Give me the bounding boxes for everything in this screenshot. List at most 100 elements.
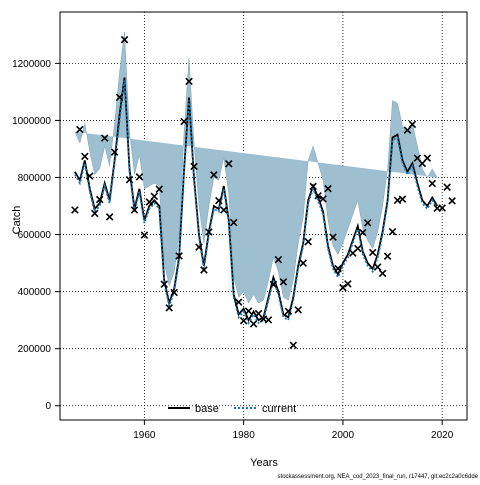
observed-mark-stroke — [249, 320, 258, 328]
observed-mark-stroke — [210, 171, 218, 179]
observed-point — [229, 218, 238, 227]
observed-point — [190, 162, 198, 171]
observed-mark-stroke — [319, 195, 327, 203]
observed-mark-stroke — [229, 218, 238, 227]
x-tick-label: 2000 — [332, 430, 355, 441]
legend-label-current: current — [262, 403, 296, 415]
observed-point — [215, 196, 223, 205]
observed-mark-stroke — [438, 204, 446, 212]
observed-mark-stroke — [344, 280, 352, 288]
observed-mark-stroke — [135, 173, 144, 181]
observed-point — [185, 77, 193, 86]
observed-mark-stroke — [130, 206, 139, 214]
observed-point — [71, 206, 79, 214]
observed-mark-stroke — [378, 269, 387, 278]
observed-mark-stroke — [71, 206, 79, 214]
observed-point — [359, 228, 367, 237]
observed-mark-stroke — [373, 263, 382, 271]
observed-point — [334, 264, 342, 273]
x-tick-label: 2020 — [431, 430, 454, 441]
observed-mark-stroke — [339, 283, 347, 292]
observed-point — [160, 280, 168, 288]
observed-point — [294, 306, 303, 314]
observed-mark-stroke — [428, 179, 437, 188]
observed-point — [448, 197, 456, 205]
y-axis: 0 200000 400000 600000 800000 1000000 1200000 — [12, 59, 60, 412]
observed-mark-stroke — [423, 154, 432, 162]
observed-point — [115, 93, 124, 102]
observed-point — [195, 243, 203, 251]
observed-point — [170, 288, 178, 297]
observed-mark-stroke — [279, 278, 288, 286]
observed-point — [86, 172, 94, 180]
observed-point — [284, 307, 293, 316]
observed-point — [363, 219, 372, 227]
observed-point — [95, 195, 104, 204]
observed-mark-stroke — [115, 93, 124, 102]
observed-mark-stroke — [175, 252, 183, 260]
observed-point — [344, 280, 352, 288]
observed-point — [428, 179, 437, 188]
y-tick-label: 1200000 — [12, 59, 51, 70]
observed-point — [299, 259, 307, 267]
observed-mark-stroke — [145, 198, 154, 206]
y-tick-label: 200000 — [18, 344, 52, 355]
observed-mark-stroke — [299, 259, 307, 267]
observed-mark-stroke — [388, 227, 397, 236]
observed-point — [388, 227, 397, 236]
observed-mark-stroke — [284, 307, 293, 316]
y-tick-label: 600000 — [18, 230, 52, 241]
observed-mark-stroke — [95, 195, 104, 204]
observed-point — [205, 228, 213, 236]
observed-mark-stroke — [443, 183, 451, 191]
observed-point — [76, 125, 84, 134]
observed-point — [373, 263, 382, 271]
observed-point — [220, 206, 228, 214]
observed-point — [180, 117, 188, 126]
y-tick-label: 800000 — [18, 173, 52, 184]
observed-point — [398, 195, 407, 203]
observed-mark-stroke — [304, 237, 312, 246]
observed-point — [175, 252, 183, 260]
observed-point — [239, 316, 248, 325]
observed-mark-stroke — [81, 152, 89, 161]
observed-mark-stroke — [125, 175, 134, 184]
legend: base current — [168, 403, 296, 415]
observed-mark-stroke — [408, 120, 417, 129]
observed-point — [145, 198, 154, 206]
observed-mark-stroke — [140, 231, 149, 239]
observed-point — [403, 126, 412, 134]
observed-mark-stroke — [363, 219, 372, 227]
observed-point — [165, 304, 173, 312]
observed-point — [274, 255, 283, 264]
observed-point — [110, 148, 119, 156]
observed-point — [100, 134, 109, 142]
observed-point — [354, 244, 362, 253]
observed-mark-stroke — [383, 252, 392, 260]
observed-mark-stroke — [224, 160, 233, 168]
observed-point — [314, 191, 322, 200]
observed-point — [90, 209, 99, 218]
observed-mark-stroke — [155, 185, 164, 193]
observed-mark-stroke — [448, 197, 456, 205]
observed-point — [224, 160, 233, 168]
observed-mark-stroke — [160, 280, 168, 288]
observed-mark-stroke — [289, 341, 298, 350]
observed-mark-stroke — [190, 162, 198, 171]
footer-label: stockassessment.org, NEA_cod_2023_final_… — [278, 474, 479, 480]
observed-point — [289, 341, 298, 350]
observed-mark-stroke — [403, 126, 412, 134]
observed-point — [438, 204, 446, 212]
confidence-band — [74, 31, 438, 304]
observed-mark-stroke — [165, 304, 173, 312]
observed-mark-stroke — [354, 244, 362, 253]
observed-mark-stroke — [269, 280, 278, 289]
y-tick-label: 1000000 — [12, 116, 51, 127]
observed-mark-stroke — [86, 172, 94, 180]
plot-frame — [59, 11, 468, 421]
observed-mark-stroke — [200, 266, 208, 274]
observed-point — [81, 152, 89, 161]
observed-mark-stroke — [105, 213, 114, 221]
observed-mark-stroke — [239, 316, 248, 325]
observed-mark-stroke — [359, 228, 367, 237]
